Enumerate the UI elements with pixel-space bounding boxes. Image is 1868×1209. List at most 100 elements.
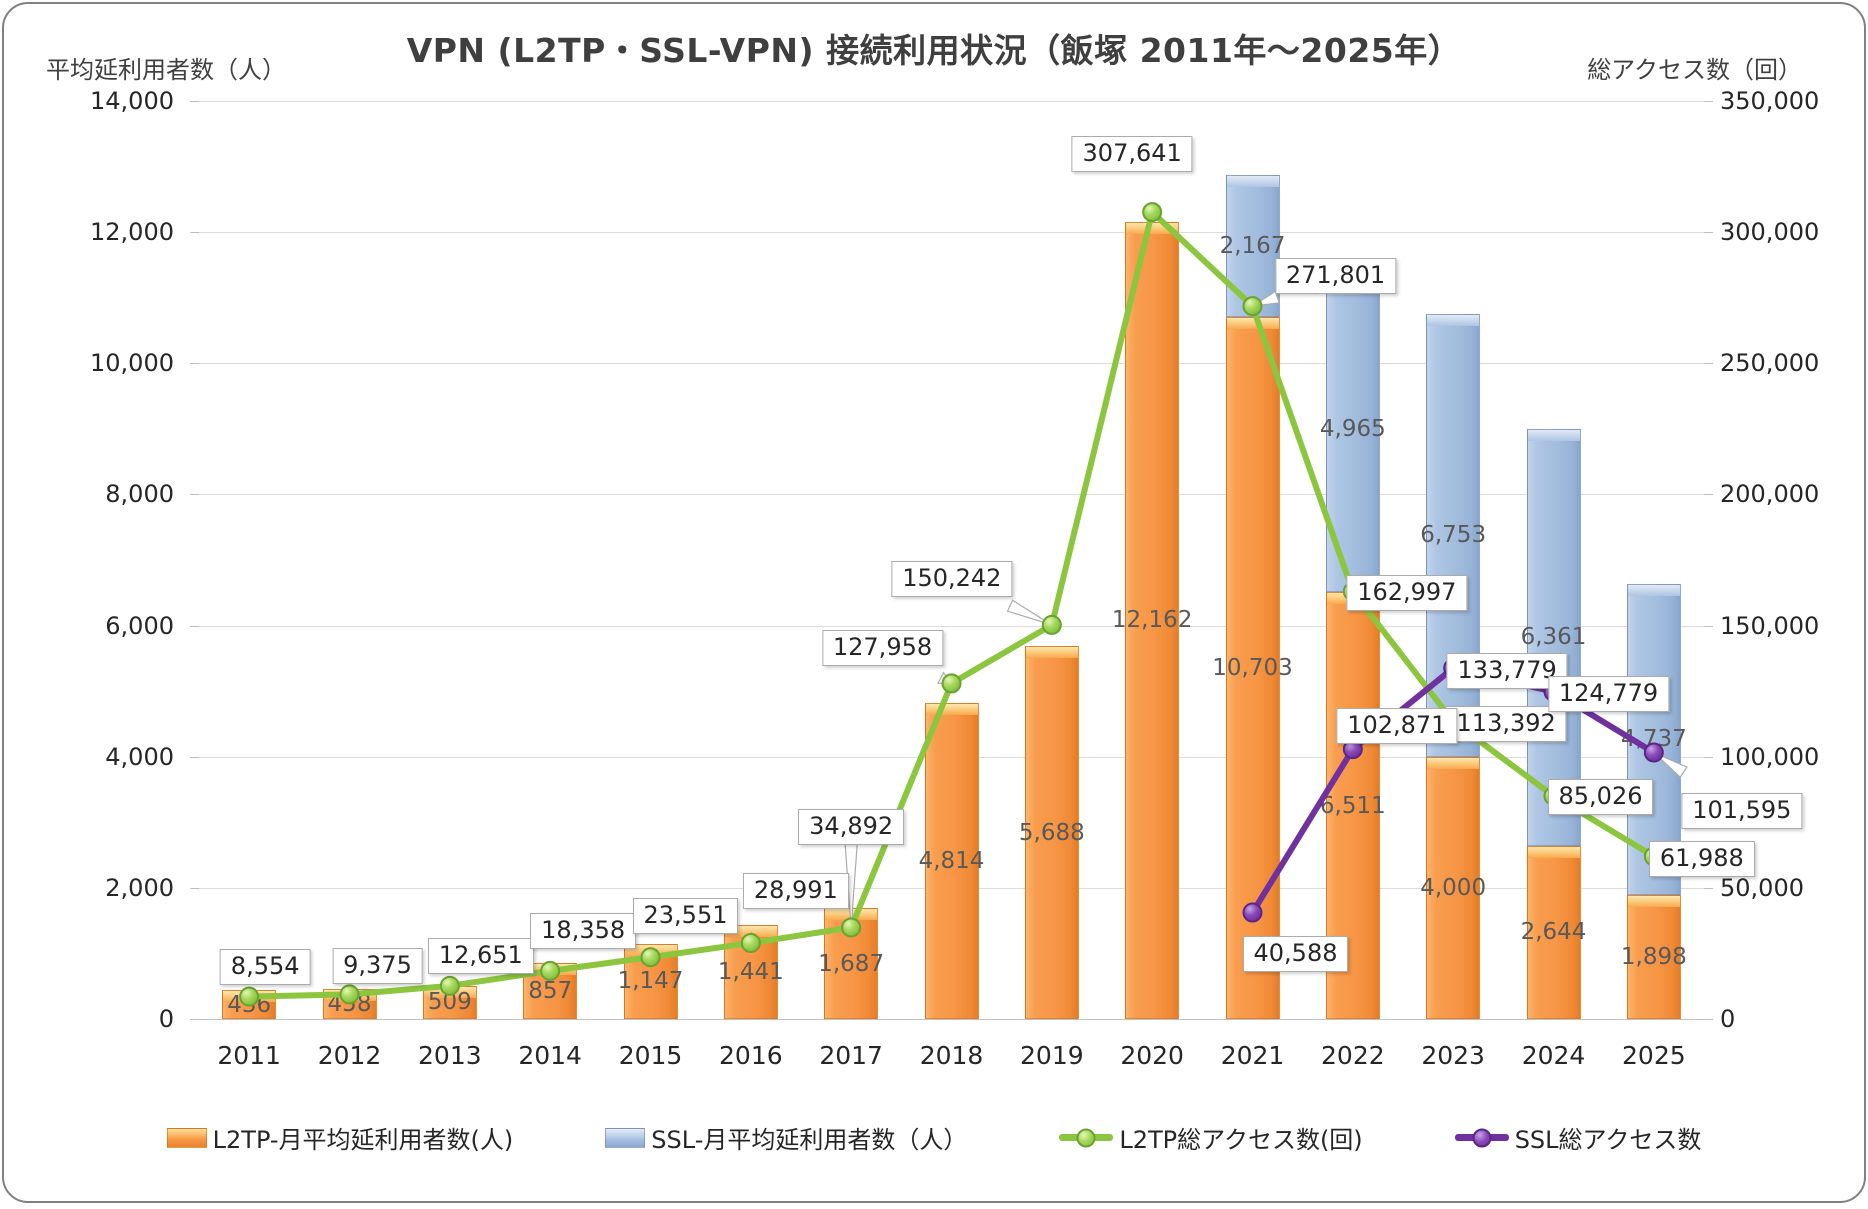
axis-tickmark — [1704, 232, 1713, 234]
legend-label: L2TP-月平均延利用者数(人) — [212, 1126, 514, 1154]
legend-item-0: L2TP-月平均延利用者数(人) — [166, 1120, 514, 1155]
y2-axis-tick-label: 0 — [1720, 1005, 1736, 1033]
y-axis-tick-label: 0 — [158, 1005, 174, 1033]
x-axis-category-label: 2022 — [1321, 1041, 1385, 1070]
data-callout: 34,892 — [798, 809, 905, 846]
chart-lines-layer — [239, 202, 1688, 1007]
x-axis-category-label: 2018 — [919, 1041, 984, 1070]
bar-top-bevel — [1527, 846, 1580, 858]
axis-tickmark — [1704, 101, 1713, 102]
axis-tickmark — [1704, 1019, 1713, 1020]
y-axis-tick-label: 10,000 — [90, 349, 174, 378]
axis-tickmark — [190, 625, 199, 627]
bar-value-label: 509 — [427, 989, 472, 1016]
y-axis-tick-label: 12,000 — [90, 218, 174, 247]
data-callout: 124,779 — [1547, 675, 1670, 712]
data-callout: 23,551 — [632, 898, 739, 935]
y2-axis-tick-label: 50,000 — [1720, 873, 1804, 902]
bar-value-label: 5,688 — [1018, 819, 1085, 846]
bar-value-label: 2,644 — [1520, 919, 1587, 946]
legend-marker-dot — [1076, 1128, 1096, 1147]
legend-swatch-l2tp-line — [1059, 1128, 1114, 1147]
x-axis-category-label: 2011 — [217, 1041, 281, 1070]
data-callout: 162,997 — [1346, 575, 1468, 612]
y2-axis-tick-label: 200,000 — [1720, 480, 1820, 509]
data-callout: 150,242 — [891, 560, 1013, 597]
axis-tickmark — [1704, 363, 1713, 365]
callout-leader — [1142, 202, 1157, 213]
data-callout: 307,641 — [1071, 136, 1193, 173]
callout-leader — [1006, 599, 1053, 626]
legend-item-2: L2TP総アクセス数(回) — [1059, 1120, 1363, 1155]
x-axis-category-label: 2016 — [719, 1041, 783, 1070]
bar-top-bevel — [1025, 647, 1078, 659]
bar-value-label: 4,000 — [1420, 874, 1487, 901]
data-callout: 18,358 — [530, 912, 637, 949]
bar-value-label: 1,898 — [1620, 943, 1687, 970]
bar-value-label: 458 — [327, 990, 372, 1017]
axis-tickmark — [1704, 887, 1713, 889]
bar-value-label: 4,814 — [918, 848, 985, 875]
x-axis-category-label: 2015 — [618, 1041, 683, 1070]
legend-swatch-l2tp-bar — [166, 1127, 207, 1148]
axis-tickmark — [190, 494, 199, 496]
callout-leader — [937, 671, 953, 684]
gridline — [199, 101, 1704, 102]
bar-top-bevel — [1427, 757, 1480, 769]
data-callout: 28,991 — [742, 872, 849, 909]
chart-legend: L2TP-月平均延利用者数(人) SSL-月平均延利用者数（人） L2TP総アクセス… — [4, 1120, 1864, 1155]
y2-axis-tick-label: 300,000 — [1720, 218, 1820, 247]
x-axis-category-label: 2013 — [418, 1041, 482, 1070]
bar-value-label: 1,687 — [818, 950, 885, 977]
x-axis-category-label: 2025 — [1622, 1041, 1686, 1070]
axis-tickmark — [190, 101, 199, 102]
data-callout: 271,801 — [1274, 258, 1397, 295]
y-axis-tick-label: 8,000 — [105, 480, 174, 509]
legend-label: SSL-月平均延利用者数（人） — [651, 1126, 968, 1154]
bar-value-label: 4,737 — [1620, 726, 1687, 753]
bar-top-bevel — [1226, 176, 1279, 188]
x-axis-category-label: 2014 — [518, 1041, 582, 1070]
data-callout: 9,375 — [332, 948, 423, 985]
data-callout: 40,588 — [1242, 935, 1349, 972]
data-callout: 85,026 — [1547, 778, 1654, 815]
marker-series-0 — [941, 673, 962, 694]
y2-axis-tick-label: 250,000 — [1720, 349, 1820, 378]
axis-tickmark — [1704, 625, 1713, 627]
bar-value-label: 12,162 — [1111, 607, 1193, 634]
y-axis-tick-label: 2,000 — [105, 873, 174, 902]
axis-tickmark — [190, 1019, 199, 1020]
legend-item-3: SSL総アクセス数 — [1454, 1120, 1701, 1155]
data-callout: 102,871 — [1336, 708, 1458, 745]
y-axis-tick-label: 14,000 — [90, 87, 174, 115]
x-axis-line — [199, 1019, 1704, 1020]
marker-series-0 — [1142, 202, 1163, 223]
bar-value-label: 6,361 — [1520, 624, 1587, 651]
y-axis-tick-label: 4,000 — [105, 742, 174, 771]
bar-top-bevel — [925, 704, 978, 716]
chart-title: VPN (L2TP・SSL-VPN) 接続利用状況（飯塚 2011年～2025年… — [406, 31, 1462, 70]
bar-top-bevel — [1627, 584, 1680, 596]
x-axis-category-label: 2021 — [1220, 1041, 1285, 1070]
x-axis-category-label: 2024 — [1521, 1041, 1586, 1070]
left-axis-title: 平均延利用者数（人） — [46, 56, 286, 84]
gridline — [199, 232, 1704, 234]
bar-value-label: 4,965 — [1319, 416, 1386, 443]
bar-top-bevel — [1126, 222, 1179, 234]
bar-value-label: 10,703 — [1212, 655, 1293, 682]
x-axis-category-label: 2020 — [1120, 1041, 1184, 1070]
x-axis-category-label: 2017 — [819, 1041, 883, 1070]
axis-tickmark — [190, 756, 199, 758]
y2-axis-tick-label: 350,000 — [1720, 87, 1820, 115]
bar-value-label: 1,147 — [617, 968, 684, 995]
y-axis-tick-label: 6,000 — [105, 611, 174, 640]
bar-value-label: 2,167 — [1219, 233, 1286, 260]
x-axis-category-label: 2019 — [1020, 1041, 1084, 1070]
bar-value-label: 6,753 — [1420, 522, 1487, 549]
data-callout: 8,554 — [219, 948, 311, 985]
data-callout: 61,988 — [1648, 841, 1755, 878]
x-axis-category-label: 2012 — [317, 1041, 382, 1070]
legend-item-1: SSL-月平均延利用者数（人） — [605, 1120, 967, 1155]
legend-marker-dot — [1472, 1128, 1492, 1147]
axis-tickmark — [190, 887, 199, 889]
